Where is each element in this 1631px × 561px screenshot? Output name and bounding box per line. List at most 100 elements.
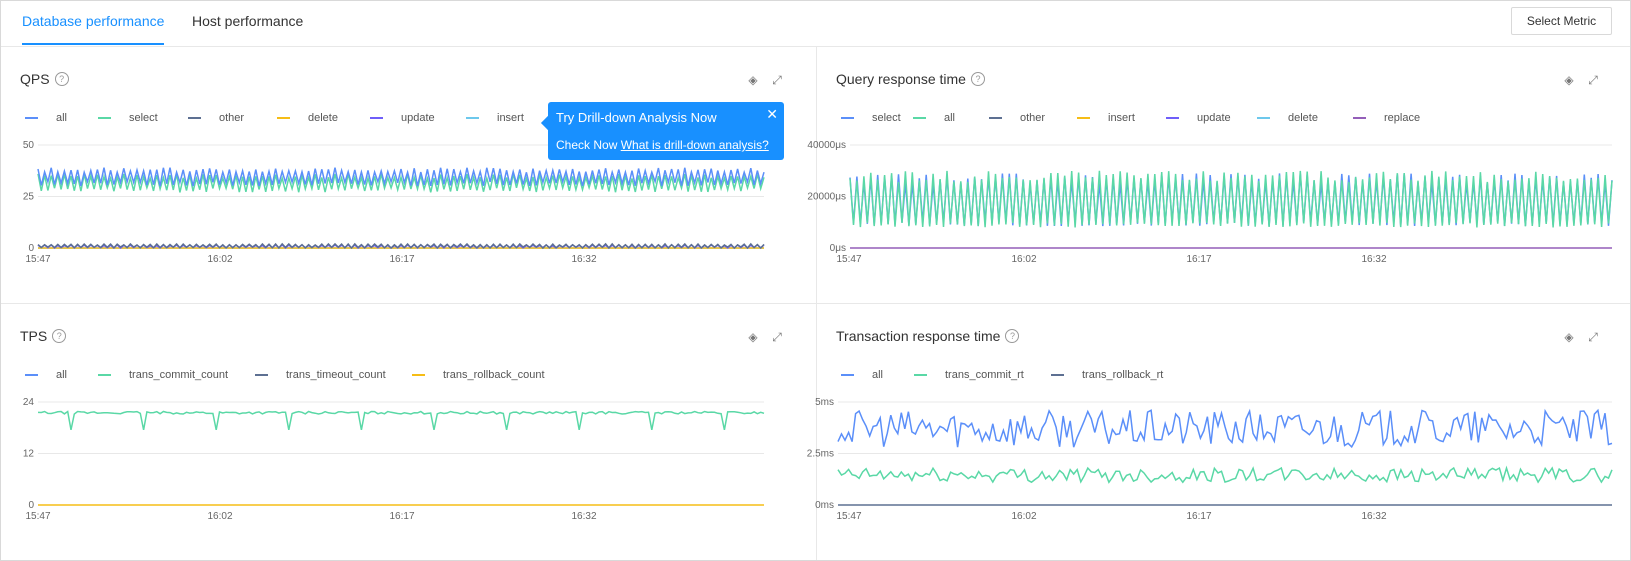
drilldown-icon[interactable]: ◈: [748, 73, 758, 87]
legend-item-select[interactable]: select: [841, 112, 901, 124]
y-tick-label: 25: [23, 192, 35, 203]
x-tick-label: 16:17: [1186, 511, 1211, 522]
y-tick-label: 24: [23, 397, 35, 408]
legend-swatch: [841, 117, 854, 119]
legend-item-all[interactable]: all: [913, 112, 955, 124]
panel-divider-horizontal: [1, 303, 1630, 304]
legend-label: trans_timeout_count: [286, 369, 386, 381]
help-circle-icon[interactable]: ?: [52, 329, 67, 343]
legend-item-other[interactable]: other: [989, 112, 1045, 124]
help-circle-icon[interactable]: ?: [54, 72, 69, 86]
panel-title: Transaction response time: [836, 328, 1001, 344]
x-tick-label: 15:47: [836, 254, 861, 265]
x-tick-label: 15:47: [25, 254, 50, 265]
legend-swatch: [98, 374, 111, 376]
panel-title: TPS: [20, 328, 48, 344]
legend-label: replace: [1384, 112, 1421, 124]
drilldown-help-link[interactable]: What is drill-down analysis?: [620, 138, 769, 152]
legend-item-trans-commit-rt[interactable]: trans_commit_rt: [914, 369, 1024, 381]
legend-swatch: [188, 117, 201, 119]
drilldown-icon[interactable]: ◈: [1564, 330, 1574, 344]
y-tick-label: 2.5ms: [807, 449, 834, 460]
legend-label: insert: [497, 112, 524, 124]
drilldown-popover: Try Drill-down Analysis Now ✕ Check Now …: [540, 102, 784, 160]
expand-icon[interactable]: ⤢: [1588, 73, 1598, 87]
series-line-all: [849, 170, 1613, 228]
legend-item-update[interactable]: update: [370, 112, 435, 124]
popover-title: Try Drill-down Analysis Now: [556, 110, 717, 125]
legend-swatch: [989, 117, 1002, 119]
legend-swatch: [466, 117, 479, 119]
series-line-all: [837, 408, 1613, 449]
x-tick-label: 16:17: [1186, 254, 1211, 265]
legend-item-select[interactable]: select: [98, 112, 158, 124]
legend-item-trans-rollback-rt[interactable]: trans_rollback_rt: [1051, 369, 1163, 381]
legend-label: select: [129, 112, 158, 124]
expand-icon[interactable]: ⤢: [772, 73, 782, 87]
x-tick-label: 16:32: [1361, 254, 1386, 265]
legend-label: trans_rollback_rt: [1082, 369, 1164, 381]
select-metric-button[interactable]: Select Metric: [1511, 7, 1612, 35]
legend-swatch: [98, 117, 111, 119]
legend-item-insert[interactable]: insert: [466, 112, 524, 124]
x-tick-label: 16:32: [1361, 511, 1386, 522]
x-tick-label: 16:32: [571, 254, 596, 265]
legend-item-trans-rollback-count[interactable]: trans_rollback_count: [412, 369, 545, 381]
legend-item-trans-commit-count[interactable]: trans_commit_count: [98, 369, 228, 381]
y-tick-label: 0: [28, 500, 34, 511]
drilldown-icon[interactable]: ◈: [1564, 73, 1574, 87]
close-icon[interactable]: ✕: [766, 106, 778, 122]
tps-panel: TPS ? ◈ ⤢ all trans_commit_count trans_tim…: [1, 304, 816, 560]
legend-label: all: [944, 112, 956, 124]
drilldown-icon[interactable]: ◈: [748, 330, 758, 344]
panel-title: Query response time: [836, 71, 966, 87]
legend-item-other[interactable]: other: [188, 112, 244, 124]
expand-icon[interactable]: ⤢: [772, 330, 782, 344]
legend-item-all[interactable]: all: [25, 369, 67, 381]
legend-item-delete[interactable]: delete: [277, 112, 338, 124]
legend-label: update: [401, 112, 435, 124]
active-tab-indicator: [22, 43, 164, 45]
help-circle-icon[interactable]: ?: [970, 72, 985, 86]
x-tick-label: 16:17: [389, 254, 414, 265]
legend-label: all: [872, 369, 884, 381]
legend-item-insert[interactable]: insert: [1077, 112, 1135, 124]
legend-item-replace[interactable]: replace: [1353, 112, 1420, 124]
legend-item-delete[interactable]: delete: [1257, 112, 1318, 124]
legend-item-trans-timeout-count[interactable]: trans_timeout_count: [255, 369, 386, 381]
expand-icon[interactable]: ⤢: [1588, 330, 1598, 344]
x-tick-label: 16:32: [571, 511, 596, 522]
y-tick-label: 20000μs: [807, 192, 846, 203]
y-tick-label: 0: [28, 243, 34, 254]
legend-swatch: [841, 374, 854, 376]
y-tick-label: 0μs: [830, 243, 846, 254]
x-tick-label: 16:17: [389, 511, 414, 522]
series-line-other: [37, 242, 765, 250]
legend-label: other: [1020, 112, 1046, 124]
tab-host-performance[interactable]: Host performance: [192, 13, 304, 29]
legend-swatch: [1257, 117, 1270, 119]
legend-label: all: [56, 369, 68, 381]
legend-item-all[interactable]: all: [841, 369, 883, 381]
legend-label: trans_commit_rt: [945, 369, 1024, 381]
help-circle-icon[interactable]: ?: [1005, 329, 1020, 343]
y-tick-label: 40000μs: [807, 140, 846, 151]
legend-item-update[interactable]: update: [1166, 112, 1231, 124]
legend-swatch: [914, 374, 927, 376]
panel-title: QPS: [20, 71, 50, 87]
legend-label: trans_commit_count: [129, 369, 229, 381]
legend-swatch: [25, 374, 38, 376]
tab-database-performance[interactable]: Database performance: [22, 13, 165, 29]
legend-swatch: [1077, 117, 1090, 119]
x-tick-label: 16:02: [207, 511, 232, 522]
x-tick-label: 15:47: [25, 511, 50, 522]
legend-label: trans_rollback_count: [443, 369, 545, 381]
transaction-response-time-panel: Transaction response time ? ◈ ⤢ all trans…: [807, 304, 1630, 560]
legend-item-all[interactable]: all: [25, 112, 67, 124]
x-tick-label: 15:47: [836, 511, 861, 522]
tps-chart: 24 12 015:47 16:02 16:17 16:32: [23, 397, 765, 522]
query-response-time-panel: Query response time ? ◈ ⤢ select all other…: [807, 47, 1630, 303]
y-tick-label: 5ms: [815, 397, 834, 408]
